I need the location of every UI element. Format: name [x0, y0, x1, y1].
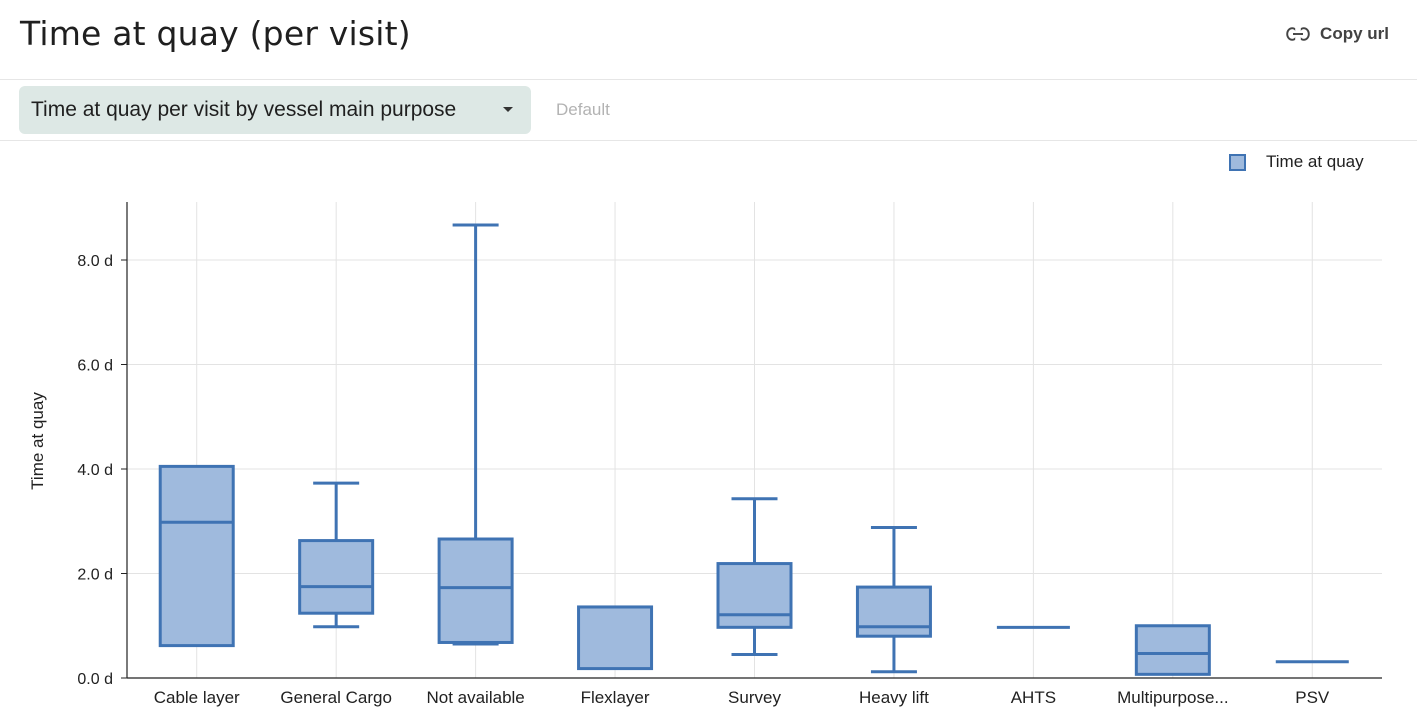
- legend-label: Time at quay: [1266, 152, 1364, 171]
- box-cable-layer[interactable]: [158, 464, 235, 648]
- y-tick-label: 4.0 d: [77, 462, 113, 479]
- box-iqr: [577, 605, 654, 671]
- box-survey[interactable]: [716, 497, 793, 656]
- x-tick-label: Survey: [728, 688, 781, 707]
- box-iqr: [298, 539, 375, 615]
- box-iqr: [716, 562, 793, 629]
- x-tick-label: Cable layer: [154, 688, 240, 707]
- link-icon: [1286, 27, 1310, 41]
- x-tick-label: PSV: [1295, 688, 1330, 707]
- box-iqr: [1134, 624, 1211, 676]
- y-axis-title: Time at quay: [28, 392, 47, 490]
- caret-down-icon: [503, 107, 513, 112]
- page-header: Time at quay (per visit) Copy url: [0, 0, 1417, 80]
- x-tick-label: Heavy lift: [859, 688, 929, 707]
- box-multipurpose[interactable]: [1134, 624, 1211, 676]
- x-tick-label: Flexlayer: [581, 688, 650, 707]
- page-title: Time at quay (per visit): [20, 14, 411, 53]
- x-tick-label: General Cargo: [280, 688, 392, 707]
- x-tick-label: Multipurpose...: [1117, 688, 1229, 707]
- view-select-value: Time at quay per visit by vessel main pu…: [31, 98, 457, 121]
- y-tick-label: 2.0 d: [77, 567, 113, 584]
- view-select[interactable]: Time at quay per visit by vessel main pu…: [19, 86, 531, 134]
- box-plot-chart: 0.0 d 2.0 d 4.0 d 6.0 d 8.0 d Cable layer Gene…: [77, 202, 1382, 707]
- y-tick-label: 0.0 d: [77, 671, 113, 688]
- chart-area: 0.0 d 2.0 d 4.0 d 6.0 d 8.0 d Cable layer Gene…: [0, 141, 1417, 724]
- x-tick-label: AHTS: [1011, 688, 1056, 707]
- box-flexlayer[interactable]: [577, 605, 654, 671]
- default-button[interactable]: Default: [556, 100, 610, 119]
- y-tick-label: 6.0 d: [77, 358, 113, 375]
- box-heavy-lift[interactable]: [855, 526, 932, 674]
- box-iqr: [158, 464, 235, 648]
- box-not-available[interactable]: [437, 223, 514, 646]
- toolbar: Time at quay per visit by vessel main pu…: [0, 80, 1417, 141]
- legend-item[interactable]: Time at quay: [1229, 152, 1364, 172]
- box-iqr: [437, 537, 514, 644]
- x-tick-label: Not available: [426, 688, 524, 707]
- y-tick-label: 8.0 d: [77, 253, 113, 270]
- box-general-cargo[interactable]: [298, 481, 375, 629]
- legend-swatch: [1229, 153, 1246, 171]
- box-iqr: [855, 585, 932, 638]
- copy-url-label: Copy url: [1320, 24, 1389, 43]
- copy-url-button[interactable]: Copy url: [1286, 20, 1389, 48]
